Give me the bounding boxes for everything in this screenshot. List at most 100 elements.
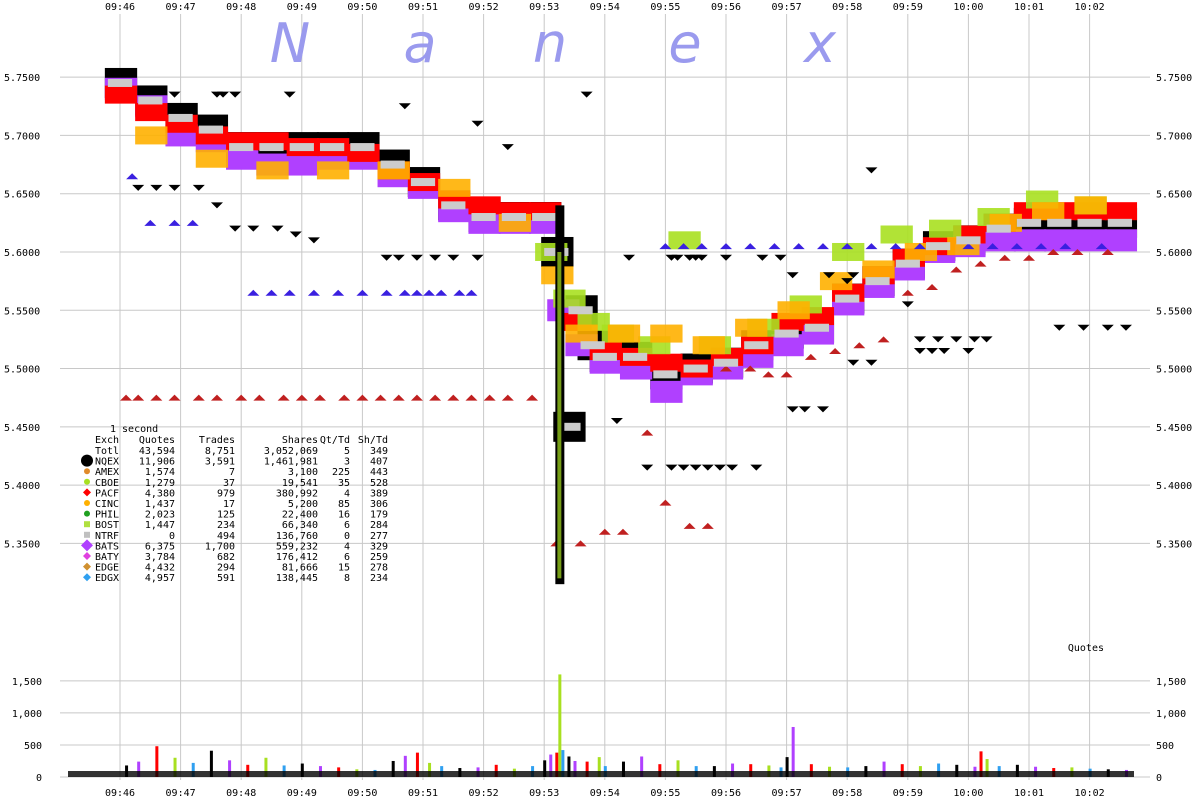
data-point [804,353,817,360]
data-point [913,336,926,343]
stats-cell: 349 [370,446,388,457]
x-tick-label-bottom: 09:52 [469,788,499,799]
data-point [1077,218,1102,227]
data-point [107,78,133,87]
data-point [701,522,714,529]
data-point [974,260,987,267]
stats-cell: 4,380 [145,488,175,499]
x-tick-label-bottom: 10:02 [1075,788,1105,799]
data-point [471,254,484,261]
x-tick-label-top: 09:52 [469,2,499,13]
stats-cell: 294 [217,563,235,574]
stats-cell: 43,594 [139,446,175,457]
data-point [447,254,460,261]
volume-bar [558,674,562,777]
data-point [744,365,757,372]
data-point [610,417,623,424]
data-point [1101,248,1114,255]
stats-cell: 136,760 [276,531,318,542]
data-point [295,394,308,401]
stats-header-qt-td: Qt/Td [320,435,350,446]
data-point [901,289,914,296]
stats-cell: 176,412 [276,552,318,563]
data-point [926,348,939,355]
stats-row-bats: BATS 6,375 1,700 559,232 4 329 [81,539,388,552]
data-point [150,184,163,191]
y-tick-label-left: 5.4000 [4,481,40,492]
stats-cell: 329 [370,541,388,552]
volume-bar [191,762,195,777]
x-tick-label-bottom: 09:56 [711,788,741,799]
volume-y-tick-right: 500 [1156,741,1174,752]
volume-bar [882,761,886,777]
stats-cell: 3,591 [205,457,235,468]
volume-bar [791,726,795,777]
data-point [650,324,683,343]
legend-marker [83,562,91,571]
data-point [1047,248,1060,255]
series-pacf-bids [120,248,1114,547]
stats-row-phil: PHIL 2,023 125 22,400 16 179 [84,510,388,521]
stats-interval-label: 1 second [110,424,158,435]
data-point [980,336,993,343]
x-tick-label-top: 09:51 [408,2,438,13]
data-point [168,219,181,226]
data-point [986,224,1011,233]
stats-cell: 3,784 [145,552,175,563]
data-point [392,394,405,401]
data-point [962,243,975,250]
stats-cell: 35 [338,478,350,489]
data-point [1053,324,1066,331]
data-point [356,394,369,401]
volume-bar [597,757,601,777]
data-point [895,259,920,268]
stats-cell: 234 [217,520,235,531]
data-point [580,341,605,350]
x-tick-label-top: 09:49 [287,2,317,13]
volume-bar [955,764,959,777]
stats-cell: PHIL [95,510,119,521]
stats-header-shares: Shares [282,435,318,446]
data-point [380,160,405,169]
data-point [289,143,314,152]
data-point [1077,324,1090,331]
stats-cell: 5,200 [288,499,318,510]
volume-plot [68,674,1134,777]
data-point [853,342,866,349]
data-point [374,394,387,401]
x-tick-label-top: 09:47 [166,2,196,13]
x-tick-label-bottom: 09:55 [650,788,680,799]
x-tick-label-bottom: 10:01 [1014,788,1044,799]
stats-cell: 3,100 [288,467,318,478]
data-point [332,289,345,296]
x-tick-label-top: 10:02 [1075,2,1105,13]
stats-row-nqex: NQEX 11,906 3,591 1,461,981 3 407 [81,454,388,468]
data-point [138,96,163,105]
data-point [465,394,478,401]
x-tick-label-bottom: 09:53 [529,788,559,799]
stats-cell: 0 [169,531,175,542]
data-point [435,289,448,296]
data-point [862,260,895,279]
stats-cell: Totl [95,446,119,457]
data-point [744,243,757,250]
volume-title: Quotes [1068,643,1104,654]
data-point [865,359,878,366]
stats-row-baty: BATY 3,784 682 176,412 6 259 [83,552,388,563]
data-point [1044,229,1077,252]
data-point [962,348,975,355]
data-point [319,143,345,152]
data-point [650,353,683,372]
stats-cell: 81,666 [282,563,318,574]
stats-cell: BATY [95,552,119,563]
volume-bar [573,760,577,777]
stats-cell: 125 [217,510,235,521]
data-point [229,91,242,98]
data-point [665,464,678,471]
stats-cell: 138,445 [276,573,318,584]
data-point [532,213,557,222]
data-point [565,324,598,343]
data-point [762,371,775,378]
data-point [1095,243,1108,250]
data-point [692,336,725,355]
